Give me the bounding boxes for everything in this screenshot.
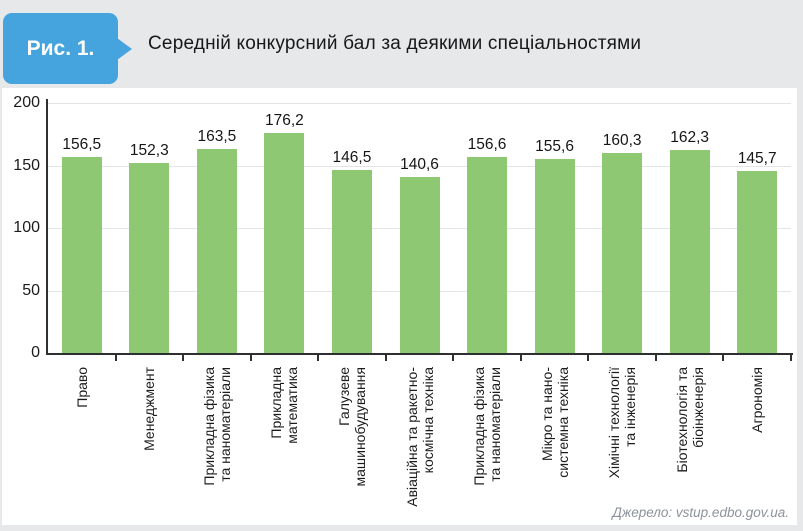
y-tick-label: 50 <box>22 281 40 299</box>
bar-value-label: 163,5 <box>197 127 237 145</box>
x-category-label: Галузеве машинобудування <box>335 367 368 487</box>
bar <box>399 177 440 353</box>
bar-value-label: 155,6 <box>535 137 574 155</box>
bar <box>737 170 778 353</box>
bar-value-label: 176,2 <box>265 111 304 129</box>
bar-value-label: 152,3 <box>129 141 169 159</box>
x-axis-tick <box>790 355 792 361</box>
x-axis-tick <box>519 355 522 361</box>
bar-value-label: 140,6 <box>400 156 439 174</box>
bar <box>534 158 575 353</box>
x-axis-tick <box>587 355 590 361</box>
gridline <box>48 165 791 167</box>
figure-number-label: Рис. 1. <box>26 36 95 60</box>
bar-value-label: 146,5 <box>332 148 372 166</box>
figure-number-badge: Рис. 1. <box>3 13 132 84</box>
figure-header: Рис. 1. Середній конкурсний бал за деяки… <box>0 0 803 88</box>
y-tick-label: 100 <box>13 219 40 236</box>
bar <box>264 132 305 353</box>
x-category-label: Прикладна математика <box>268 367 301 444</box>
x-axis-tick <box>317 355 320 361</box>
source-note: Джерело: vstup.edbo.gov.ua. <box>612 505 789 520</box>
x-category-label: Агрономія <box>749 367 766 433</box>
bar-value-label: 162,3 <box>670 129 710 147</box>
bar <box>467 157 508 353</box>
bar-value-label: 160,3 <box>602 131 642 149</box>
x-axis-line <box>46 353 793 355</box>
y-axis-line <box>46 99 48 355</box>
x-category-label: Прикладна фізика та наноматеріали <box>200 367 233 486</box>
bar <box>602 152 643 353</box>
x-category-label: Мікро та нано- системна техніка <box>538 367 571 478</box>
bar-value-label: 145,7 <box>737 149 777 167</box>
x-axis-tick <box>722 355 725 361</box>
x-category-label: Авіаційна та ракетно- космічна техніка <box>403 367 436 507</box>
gridline <box>48 103 791 104</box>
x-axis-tick <box>114 355 117 361</box>
y-tick-label: 150 <box>13 156 40 174</box>
x-axis-tick <box>384 355 387 361</box>
bar <box>129 162 170 353</box>
chart-title: Середній конкурсний бал за деякими спеці… <box>148 33 642 54</box>
bar <box>669 150 710 353</box>
chart-card: Джерело: vstup.edbo.gov.ua. 0 50 100 150 200… <box>2 88 797 525</box>
x-category-label: Біотехнологія та біоінженерія <box>673 367 706 473</box>
x-axis-tick <box>249 355 252 361</box>
y-tick-label: 0 <box>31 344 40 361</box>
x-category-label: Менеджмент <box>141 367 158 451</box>
x-category-label: Право <box>73 367 90 408</box>
bar <box>61 157 102 353</box>
bar <box>331 169 372 353</box>
bar-value-label: 156,5 <box>62 136 102 154</box>
bar <box>196 148 237 353</box>
x-category-label: Хімічні технології та інженерія <box>606 367 639 479</box>
x-axis-tick <box>182 355 185 361</box>
y-tick-label: 200 <box>13 94 40 111</box>
bar-value-label: 156,6 <box>467 136 507 154</box>
x-axis-tick <box>452 355 455 361</box>
badge-pointer-icon <box>117 37 132 60</box>
x-category-label: Прикладна фізика та наноматеріали <box>471 367 504 486</box>
x-axis-tick <box>654 355 657 361</box>
